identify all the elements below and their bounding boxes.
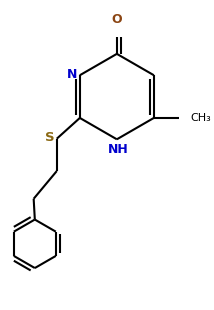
Text: NH: NH [108, 143, 128, 156]
Text: N: N [67, 68, 77, 81]
Text: CH₃: CH₃ [191, 113, 212, 123]
Text: S: S [45, 131, 55, 144]
Text: O: O [111, 13, 122, 26]
